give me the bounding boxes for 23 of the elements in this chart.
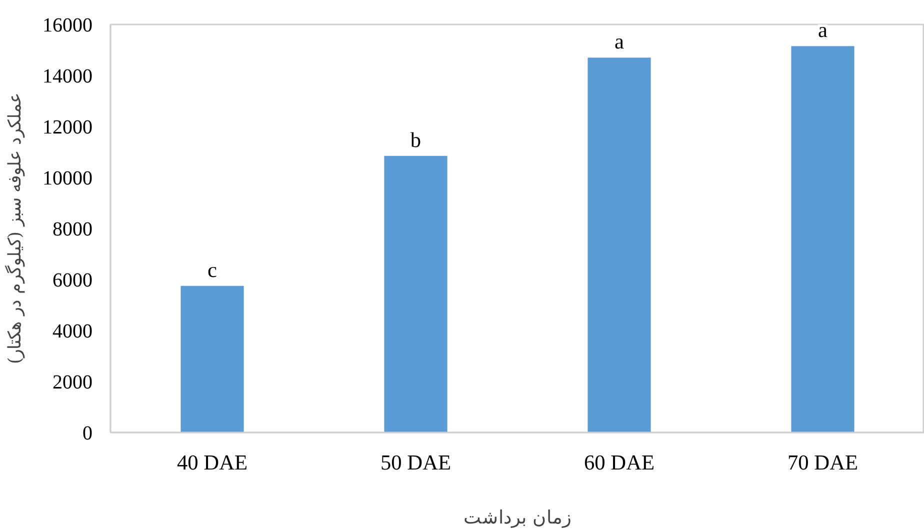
y-tick-label: 8000 bbox=[52, 218, 92, 240]
bar bbox=[588, 58, 651, 432]
y-tick-label: 10000 bbox=[42, 168, 92, 190]
x-tick-label: 50 DAE bbox=[380, 450, 452, 474]
bar bbox=[384, 156, 448, 432]
bar bbox=[180, 286, 244, 432]
y-tick-label: 12000 bbox=[42, 116, 92, 138]
y-tick-label: 2000 bbox=[52, 372, 92, 394]
x-tick-label: 40 DAE bbox=[177, 450, 248, 474]
annotation: a bbox=[614, 30, 625, 54]
x-tick-label: 70 DAE bbox=[788, 450, 858, 474]
y-tick-label: 16000 bbox=[42, 14, 92, 36]
annotation: a bbox=[818, 18, 828, 42]
y-tick-label: 6000 bbox=[52, 270, 92, 292]
y-tick-label: 14000 bbox=[42, 66, 92, 88]
annotation: b bbox=[410, 128, 422, 152]
y-tick-label: 0 bbox=[82, 422, 92, 444]
y-tick-label: 4000 bbox=[52, 320, 92, 342]
annotation: c bbox=[208, 258, 217, 282]
y-axis-title: عملکرد علوفه سبز (کیلوگرم در هکتار) bbox=[4, 92, 26, 364]
x-tick-label: 60 DAE bbox=[584, 450, 655, 474]
bar bbox=[791, 46, 854, 432]
x-axis-title: زمان برداشت bbox=[464, 508, 572, 528]
